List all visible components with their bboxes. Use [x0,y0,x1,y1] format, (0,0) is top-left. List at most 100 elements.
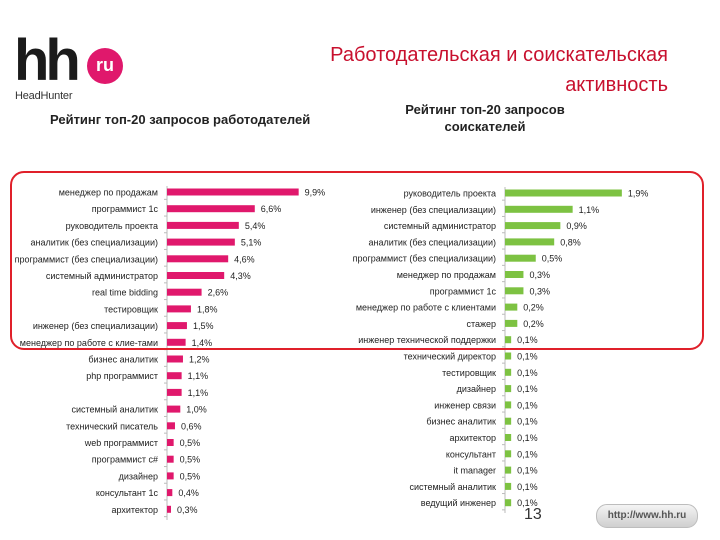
seeker-value-label: 0,1% [517,368,538,378]
seeker-value-label: 0,8% [560,237,581,247]
seeker-category-label: аналитик (без специализации) [368,237,496,247]
seeker-category-label: менеджер по работе с клиентами [356,303,496,313]
seeker-category-label: архитектор [449,433,496,443]
url-badge[interactable]: http://www.hh.ru [596,504,698,528]
hh-logo: hh ru HeadHunter [14,32,124,106]
seeker-bar [505,222,561,230]
seeker-category-label: системный аналитик [409,482,496,492]
employer-value-label: 1,0% [186,405,207,415]
employer-bar [167,489,173,497]
employer-bar [167,221,239,229]
employer-category-label: руководитель проекта [66,221,158,231]
seeker-category-label: инженер (без специализации) [371,205,496,215]
employer-bar [167,255,229,263]
seeker-value-label: 1,9% [628,189,649,199]
seeker-category-label: программист 1с [430,286,497,296]
page-number: 13 [524,506,542,523]
employer-value-label: 1,1% [188,371,209,381]
employer-category-label: системный аналитик [71,405,158,415]
seeker-bar [505,319,518,327]
seeker-bar [505,385,512,393]
employer-chart-title: Рейтинг топ-20 запросов работодателей [50,112,311,127]
seeker-bar [505,434,512,441]
seeker-bar [505,417,512,425]
seeker-category-label: инженер технической поддержки [358,335,496,345]
employer-bar [167,188,299,196]
seeker-bar [505,499,512,507]
seeker-value-label: 0,3% [529,270,550,280]
seeker-value-label: 0,1% [517,498,538,508]
employer-category-label: программист c# [92,455,158,465]
employer-value-label: 4,6% [234,254,255,264]
employer-value-label: 0,5% [180,455,201,465]
employer-value-label: 0,6% [181,421,202,431]
employer-category-label: консультант 1с [96,488,159,498]
seeker-value-label: 0,1% [517,433,538,443]
seeker-category-label: руководитель проекта [404,189,496,199]
seeker-category-label: тестировщик [442,368,496,378]
seeker-value-label: 0,3% [529,286,550,296]
employer-category-label: программист 1с [92,204,159,214]
employer-bar [167,372,182,380]
seeker-value-label: 1,1% [579,205,600,215]
logo-main-text: hh [14,28,81,93]
seeker-category-label: консультант [446,449,496,459]
seeker-value-label: 0,9% [566,221,587,231]
employer-value-label: 1,2% [189,355,210,365]
employer-value-label: 5,4% [245,221,266,231]
employer-value-label: 9,9% [305,188,326,198]
seeker-bar [505,368,512,376]
seeker-bar [505,287,524,295]
employer-value-label: 1,8% [197,304,218,314]
employer-value-label: 6,6% [261,204,282,214]
employer-bar [167,355,183,363]
employer-bar [167,422,175,430]
employer-value-label: 0,5% [180,438,201,448]
employer-bar [167,472,174,480]
employer-bar [167,288,202,296]
seeker-bar [505,336,512,344]
seeker-category-label: системный администратор [384,221,496,231]
seeker-bar [505,352,512,360]
seeker-bar [505,482,512,490]
seeker-bar [505,303,518,311]
seeker-bar [505,271,524,278]
seeker-category-label: ведущий инженер [421,498,496,508]
logo-badge: ru [87,48,123,84]
seeker-chart-title: Рейтинг топ-20 запросов соискателей [405,102,565,134]
seeker-category-label: инженер связи [434,400,496,410]
employer-value-label: 1,1% [188,388,209,398]
seeker-bar [505,450,512,458]
employer-category-label: аналитик (без специализации) [30,238,158,248]
employer-bar [167,505,171,513]
employer-bar [167,439,174,446]
employer-category-label: менеджер по работе с клие-тами [20,338,158,348]
seeker-value-label: 0,1% [517,482,538,492]
employer-value-label: 0,4% [178,488,199,498]
employer-bar [167,405,181,413]
employer-value-label: 4,3% [230,271,251,281]
employer-category-label: real time bidding [92,288,158,298]
seeker-value-label: 0,2% [523,319,544,329]
logo-subtitle: HeadHunter [15,90,73,102]
seeker-value-label: 0,1% [517,335,538,345]
seeker-bar [505,238,555,246]
employer-value-label: 5,1% [241,238,262,248]
employer-bar [167,272,225,279]
seeker-bar [505,254,536,262]
seeker-value-label: 0,1% [517,352,538,362]
employer-category-label: архитектор [111,505,158,515]
slide-title: Работодательская и соискательская активн… [330,44,668,96]
employer-category-label: дизайнер [119,471,158,481]
seeker-value-label: 0,5% [542,254,563,264]
seeker-bar [505,189,622,197]
employer-category-label: php программист [86,371,158,381]
employer-category-label: бизнес аналитик [88,355,158,365]
employer-bar [167,322,187,330]
employer-category-label: менеджер по продажам [59,188,158,198]
seeker-category-label: стажер [466,319,496,329]
highlight-frame [10,171,704,350]
employer-bar [167,205,255,213]
seeker-category-label: бизнес аналитик [426,417,496,427]
employer-category-label: системный администратор [46,271,158,281]
